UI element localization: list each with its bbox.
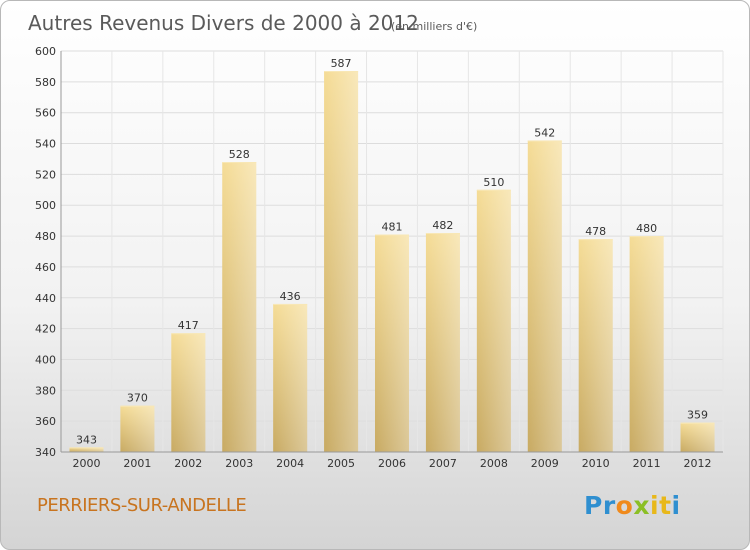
chart-subtitle: (en milliers d'€)	[391, 20, 477, 33]
y-tick-label: 560	[35, 107, 56, 120]
brand-letter: o	[615, 491, 634, 520]
axis-layer: 340 360 380 400 420 440 460 480 500 520 540 560 580 6…	[35, 45, 723, 470]
x-tick-label: 2003	[225, 457, 253, 470]
x-tick-label: 2002	[174, 457, 202, 470]
bar-highlight	[476, 189, 511, 453]
brand-letter: x	[633, 491, 650, 520]
brand-letter: r	[602, 491, 616, 520]
y-tick-label: 440	[35, 292, 56, 305]
value-label: 436	[280, 290, 301, 303]
bar-highlight	[273, 303, 308, 452]
value-label: 370	[127, 392, 148, 405]
bar-highlight	[629, 236, 664, 452]
bar-highlight	[69, 447, 104, 452]
bar-highlight	[375, 234, 409, 452]
x-tick-label: 2009	[531, 457, 559, 470]
bar-highlight	[578, 239, 613, 452]
x-tick-label: 2008	[480, 457, 508, 470]
brand-letter: i	[671, 491, 681, 520]
grid-layer	[60, 50, 724, 453]
value-label: 343	[76, 433, 97, 446]
brand-letter: i	[650, 491, 660, 520]
value-label: 510	[483, 176, 504, 189]
value-label: 480	[636, 222, 657, 235]
y-tick-label: 500	[35, 199, 56, 212]
y-tick-label: 480	[35, 230, 56, 243]
value-label: 587	[331, 57, 352, 70]
x-tick-label: 2000	[72, 457, 100, 470]
bar-highlight	[527, 140, 562, 452]
y-tick-label: 540	[35, 138, 56, 151]
x-tick-label: 2004	[276, 457, 304, 470]
y-tick-label: 580	[35, 76, 56, 89]
chart-title: Autres Revenus Divers de 2000 à 2012	[28, 11, 419, 35]
x-tick-label: 2007	[429, 457, 457, 470]
value-label: 478	[585, 225, 606, 238]
value-label: 481	[382, 221, 403, 234]
value-label: 417	[178, 319, 199, 332]
bar-highlight	[171, 333, 206, 452]
x-tick-label: 2001	[123, 457, 151, 470]
x-tick-label: 2005	[327, 457, 355, 470]
y-tick-label: 460	[35, 261, 56, 274]
bar-highlight	[425, 232, 460, 452]
value-label: 528	[229, 148, 250, 161]
value-label: 359	[687, 409, 708, 422]
bar-highlight	[222, 162, 257, 453]
x-tick-label: 2010	[582, 457, 610, 470]
bar-layer	[69, 71, 715, 453]
y-tick-label: 360	[35, 415, 56, 428]
x-tick-label: 2006	[378, 457, 406, 470]
place-name: PERRIERS-SUR-ANDELLE	[37, 495, 247, 516]
bar-highlight	[120, 405, 155, 452]
bar-highlight	[324, 71, 359, 453]
y-tick-label: 400	[35, 353, 56, 366]
value-label: 482	[432, 219, 453, 232]
y-tick-label: 520	[35, 168, 56, 181]
x-tick-label: 2011	[633, 457, 661, 470]
bar-highlight	[680, 422, 715, 452]
x-tick-label: 2012	[684, 457, 712, 470]
y-tick-label: 600	[35, 45, 56, 58]
brand-letter: P	[584, 491, 603, 520]
brand-letter: t	[659, 491, 672, 520]
y-tick-label: 380	[35, 384, 56, 397]
value-label: 542	[534, 126, 555, 139]
brand-logo: Proxiti	[584, 491, 681, 520]
y-tick-label: 420	[35, 323, 56, 336]
y-tick-label: 340	[35, 446, 56, 459]
